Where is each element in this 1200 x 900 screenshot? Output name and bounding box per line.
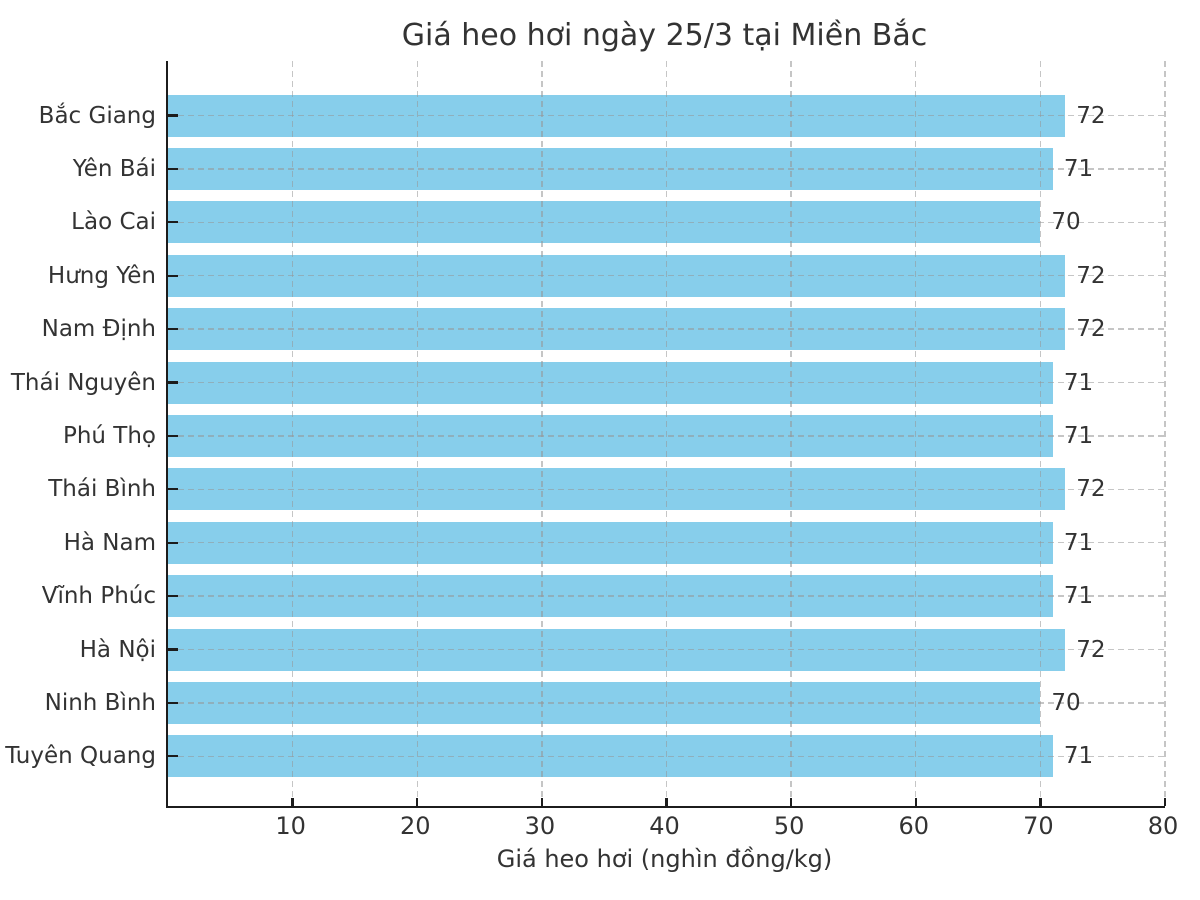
- bar-value-label: 71: [1063, 743, 1094, 770]
- y-tick-label: Lào Cai: [71, 209, 156, 236]
- vertical-gridline: [915, 61, 917, 806]
- bar-value-label: 70: [1051, 209, 1081, 236]
- y-tick-mark: [168, 701, 178, 705]
- y-tick-mark: [168, 221, 178, 224]
- y-tick-mark: [168, 381, 178, 384]
- y-tick-mark: [168, 755, 178, 758]
- bar-value-label: 71: [1063, 583, 1094, 610]
- vertical-gridline: [665, 61, 668, 806]
- bar-value-label: 71: [1063, 155, 1094, 182]
- x-tick-label: 10: [275, 812, 306, 840]
- plot-area: 72 71 70 72 72 71 71 72 71 71 72 70 71: [166, 61, 1167, 808]
- vertical-gridline: [1164, 61, 1166, 806]
- x-tick-label: 30: [524, 812, 556, 840]
- y-tick-label: Hà Nội: [79, 636, 156, 663]
- y-tick-label: Bắc Giang: [38, 102, 156, 129]
- y-tick-label: Hưng Yên: [47, 262, 156, 289]
- x-tick-mark: [1039, 798, 1042, 806]
- horizontal-gridline: [168, 702, 1165, 704]
- x-tick-label: 50: [773, 812, 805, 840]
- y-tick-mark: [168, 541, 178, 544]
- tick-marks-layer: [168, 61, 1167, 806]
- y-tick-mark: [168, 114, 178, 117]
- vertical-gridline: [291, 61, 294, 806]
- horizontal-gridline: [168, 595, 1165, 597]
- horizontal-gridline: [168, 275, 1165, 277]
- horizontal-gridline: [168, 168, 1165, 170]
- x-tick-mark: [914, 798, 917, 806]
- x-tick-mark: [291, 798, 294, 806]
- y-tick-mark: [168, 594, 178, 598]
- x-tick-label: 20: [399, 812, 431, 840]
- vertical-gridline: [790, 61, 792, 806]
- horizontal-gridline: [168, 381, 1165, 384]
- bar-value-label: 72: [1076, 316, 1106, 343]
- y-tick-label: Nam Định: [41, 316, 156, 343]
- x-tick-label: 80: [1147, 812, 1179, 840]
- x-tick-mark: [540, 798, 544, 806]
- grid-layer: [168, 61, 1166, 806]
- x-tick-mark: [665, 798, 668, 806]
- horizontal-gridline: [168, 221, 1165, 223]
- horizontal-gridline: [168, 542, 1165, 544]
- x-axis-title: Giá heo hơi (nghìn đồng/kg): [496, 845, 833, 873]
- y-tick-label: Tuyên Quang: [5, 743, 156, 770]
- horizontal-gridline: [168, 755, 1165, 757]
- y-tick-mark: [168, 167, 178, 171]
- x-tick-mark: [416, 798, 419, 806]
- bar-value-label: 70: [1051, 689, 1081, 716]
- y-tick-label: Phú Thọ: [62, 422, 156, 449]
- bar-value-label: 72: [1076, 636, 1106, 663]
- horizontal-gridline: [168, 114, 1165, 117]
- y-tick-label: Thái Nguyên: [10, 369, 156, 396]
- y-tick-label: Hà Nam: [63, 529, 156, 556]
- bar-value-label: 71: [1063, 369, 1094, 396]
- y-tick-mark: [168, 434, 178, 438]
- y-tick-mark: [168, 488, 178, 491]
- horizontal-gridline: [168, 435, 1165, 437]
- x-tick-label: 40: [649, 812, 680, 840]
- chart-title: Giá heo hơi ngày 25/3 tại Miền Bắc: [401, 18, 928, 53]
- y-tick-mark: [168, 648, 178, 651]
- horizontal-gridline: [168, 488, 1165, 490]
- x-tick-mark: [789, 798, 793, 806]
- horizontal-gridline: [168, 328, 1165, 330]
- bar-value-label: 72: [1076, 262, 1106, 289]
- y-tick-mark: [168, 327, 178, 331]
- y-tick-label: Yên Bái: [72, 155, 156, 182]
- y-tick-label: Thái Bình: [48, 476, 156, 503]
- x-tick-mark: [1163, 798, 1167, 806]
- vertical-gridline: [416, 61, 418, 806]
- bar-value-label: 72: [1076, 476, 1106, 503]
- y-tick-label: Vĩnh Phúc: [41, 583, 156, 610]
- bar-value-label: 71: [1063, 422, 1094, 449]
- value-labels-layer: 72 71 70 72 72 71 71 72 71 71 72 70 71: [168, 61, 1165, 806]
- x-tick-label: 70: [1023, 812, 1054, 840]
- y-tick-label: Ninh Bình: [44, 689, 156, 716]
- x-tick-label: 60: [898, 812, 930, 840]
- y-tick-mark: [168, 274, 178, 277]
- bar-value-label: 72: [1076, 102, 1106, 129]
- vertical-gridline: [1039, 61, 1042, 806]
- vertical-gridline: [541, 61, 543, 806]
- horizontal-gridline: [168, 648, 1165, 651]
- bar-value-label: 71: [1063, 529, 1094, 556]
